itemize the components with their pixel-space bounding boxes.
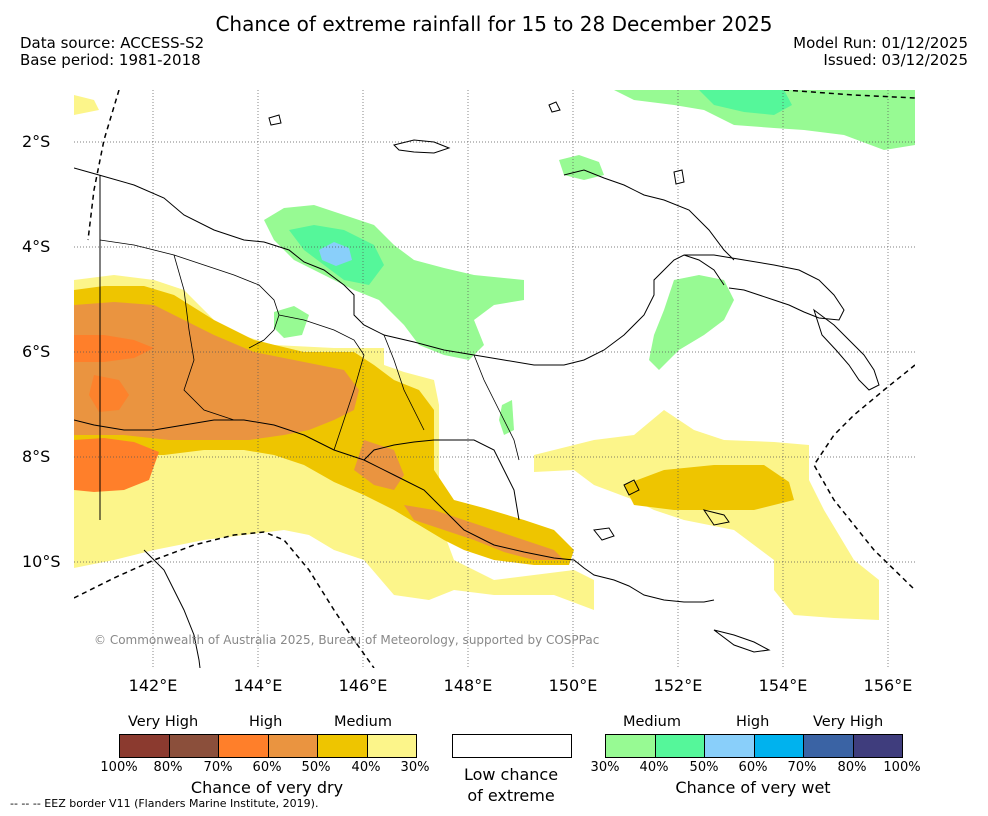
wet-medium-region-small — [274, 306, 309, 338]
dry-cat-very-high: Very High — [128, 714, 199, 730]
lon-tick-152e: 152°E — [653, 676, 703, 695]
lon-tick-144e: 144°E — [233, 676, 283, 695]
wet-colorbar — [605, 734, 903, 758]
dry-tick-80: 80% — [153, 760, 183, 775]
copyright-notice: © Commonwealth of Australia 2025, Bureau… — [94, 633, 600, 647]
dry-swatch-6 — [367, 735, 416, 757]
wet-medium-region-north — [614, 90, 915, 150]
wet-tick-40: 40% — [639, 760, 669, 775]
dry-legend-title: Chance of very dry — [190, 778, 344, 797]
dry-tick-50: 50% — [301, 760, 331, 775]
low-chance-line2: of extreme — [467, 786, 555, 805]
wet-swatch-2 — [655, 735, 705, 757]
low-chance-line1: Low chance — [463, 765, 559, 784]
lat-tick-10s: 10°S — [22, 552, 61, 571]
dry-medium-light-region-east — [534, 410, 879, 620]
dry-tick-100: 100% — [100, 760, 138, 775]
issued-date: Issued: 03/12/2025 — [823, 51, 968, 69]
wet-high-region — [319, 242, 352, 266]
wet-legend-title: Chance of very wet — [675, 778, 831, 797]
wet-cat-very-high: Very High — [813, 714, 884, 730]
chart-title: Chance of extreme rainfall for 15 to 28 … — [215, 12, 773, 36]
data-source: Data source: ACCESS-S2 — [20, 34, 205, 52]
grid-lines — [74, 90, 915, 668]
eez-borders — [74, 90, 915, 668]
dry-cat-high: High — [249, 714, 283, 730]
lat-tick-4s: 4°S — [22, 237, 51, 256]
dry-high-light-region-south — [404, 505, 564, 560]
wet-tick-30: 30% — [590, 760, 620, 775]
lon-tick-142e: 142°E — [128, 676, 178, 695]
wet-cat-high: High — [736, 714, 770, 730]
wet-swatch-6 — [853, 735, 902, 757]
model-run: Model Run: 01/12/2025 — [793, 34, 968, 52]
dry-tick-60: 60% — [252, 760, 282, 775]
dry-swatch-5 — [318, 735, 368, 757]
wet-tick-50: 50% — [689, 760, 719, 775]
dry-tick-30: 30% — [400, 760, 430, 775]
dry-swatch-2 — [169, 735, 219, 757]
lat-tick-6s: 6°S — [22, 342, 51, 361]
dry-high-light-region — [74, 302, 359, 440]
dry-tick-70: 70% — [203, 760, 233, 775]
dry-swatch-3 — [219, 735, 269, 757]
lon-tick-148e: 148°E — [443, 676, 493, 695]
lon-tick-150e: 150°E — [548, 676, 598, 695]
wet-swatch-3 — [705, 735, 755, 757]
lat-tick-2s: 2°S — [22, 132, 51, 151]
dry-swatch-1 — [120, 735, 170, 757]
meta-left: Data source: ACCESS-S2 Base period: 1981… — [20, 35, 204, 69]
rainfall-map — [74, 90, 915, 668]
dry-cat-medium: Medium — [334, 714, 392, 730]
lon-tick-154e: 154°E — [758, 676, 808, 695]
wet-tick-60: 60% — [738, 760, 768, 775]
dry-medium-region-east — [624, 465, 794, 510]
wet-swatch-5 — [804, 735, 854, 757]
dry-high-region — [74, 335, 154, 362]
dry-high-region-south — [74, 438, 159, 492]
base-period: Base period: 1981-2018 — [20, 51, 201, 69]
wet-medium-region-mid — [499, 400, 514, 435]
wet-cat-medium: Medium — [623, 714, 681, 730]
wet-medium-dark-region — [699, 90, 792, 115]
dry-tick-40: 40% — [351, 760, 381, 775]
eez-footnote: -- -- -- EEZ border V11 (Flanders Marine… — [10, 797, 319, 810]
dry-medium-light-region-north — [74, 95, 99, 115]
low-chance-label: Low chance of extreme — [440, 764, 582, 806]
dry-swatch-4 — [268, 735, 318, 757]
low-chance-swatch — [452, 734, 572, 758]
lon-tick-156e: 156°E — [863, 676, 913, 695]
wet-swatch-1 — [606, 735, 656, 757]
lat-tick-8s: 8°S — [22, 447, 51, 466]
dry-high-region-west — [89, 375, 129, 412]
wet-swatch-4 — [754, 735, 804, 757]
wet-medium-region-east — [649, 275, 734, 370]
dry-high-light-region-mid — [354, 440, 404, 490]
wet-tick-80: 80% — [837, 760, 867, 775]
wet-tick-70: 70% — [787, 760, 817, 775]
dry-colorbar — [119, 734, 417, 758]
coastlines — [74, 101, 880, 668]
lon-tick-146e: 146°E — [338, 676, 388, 695]
wet-tick-100: 100% — [883, 760, 921, 775]
meta-right: Model Run: 01/12/2025 Issued: 03/12/2025 — [793, 35, 968, 69]
